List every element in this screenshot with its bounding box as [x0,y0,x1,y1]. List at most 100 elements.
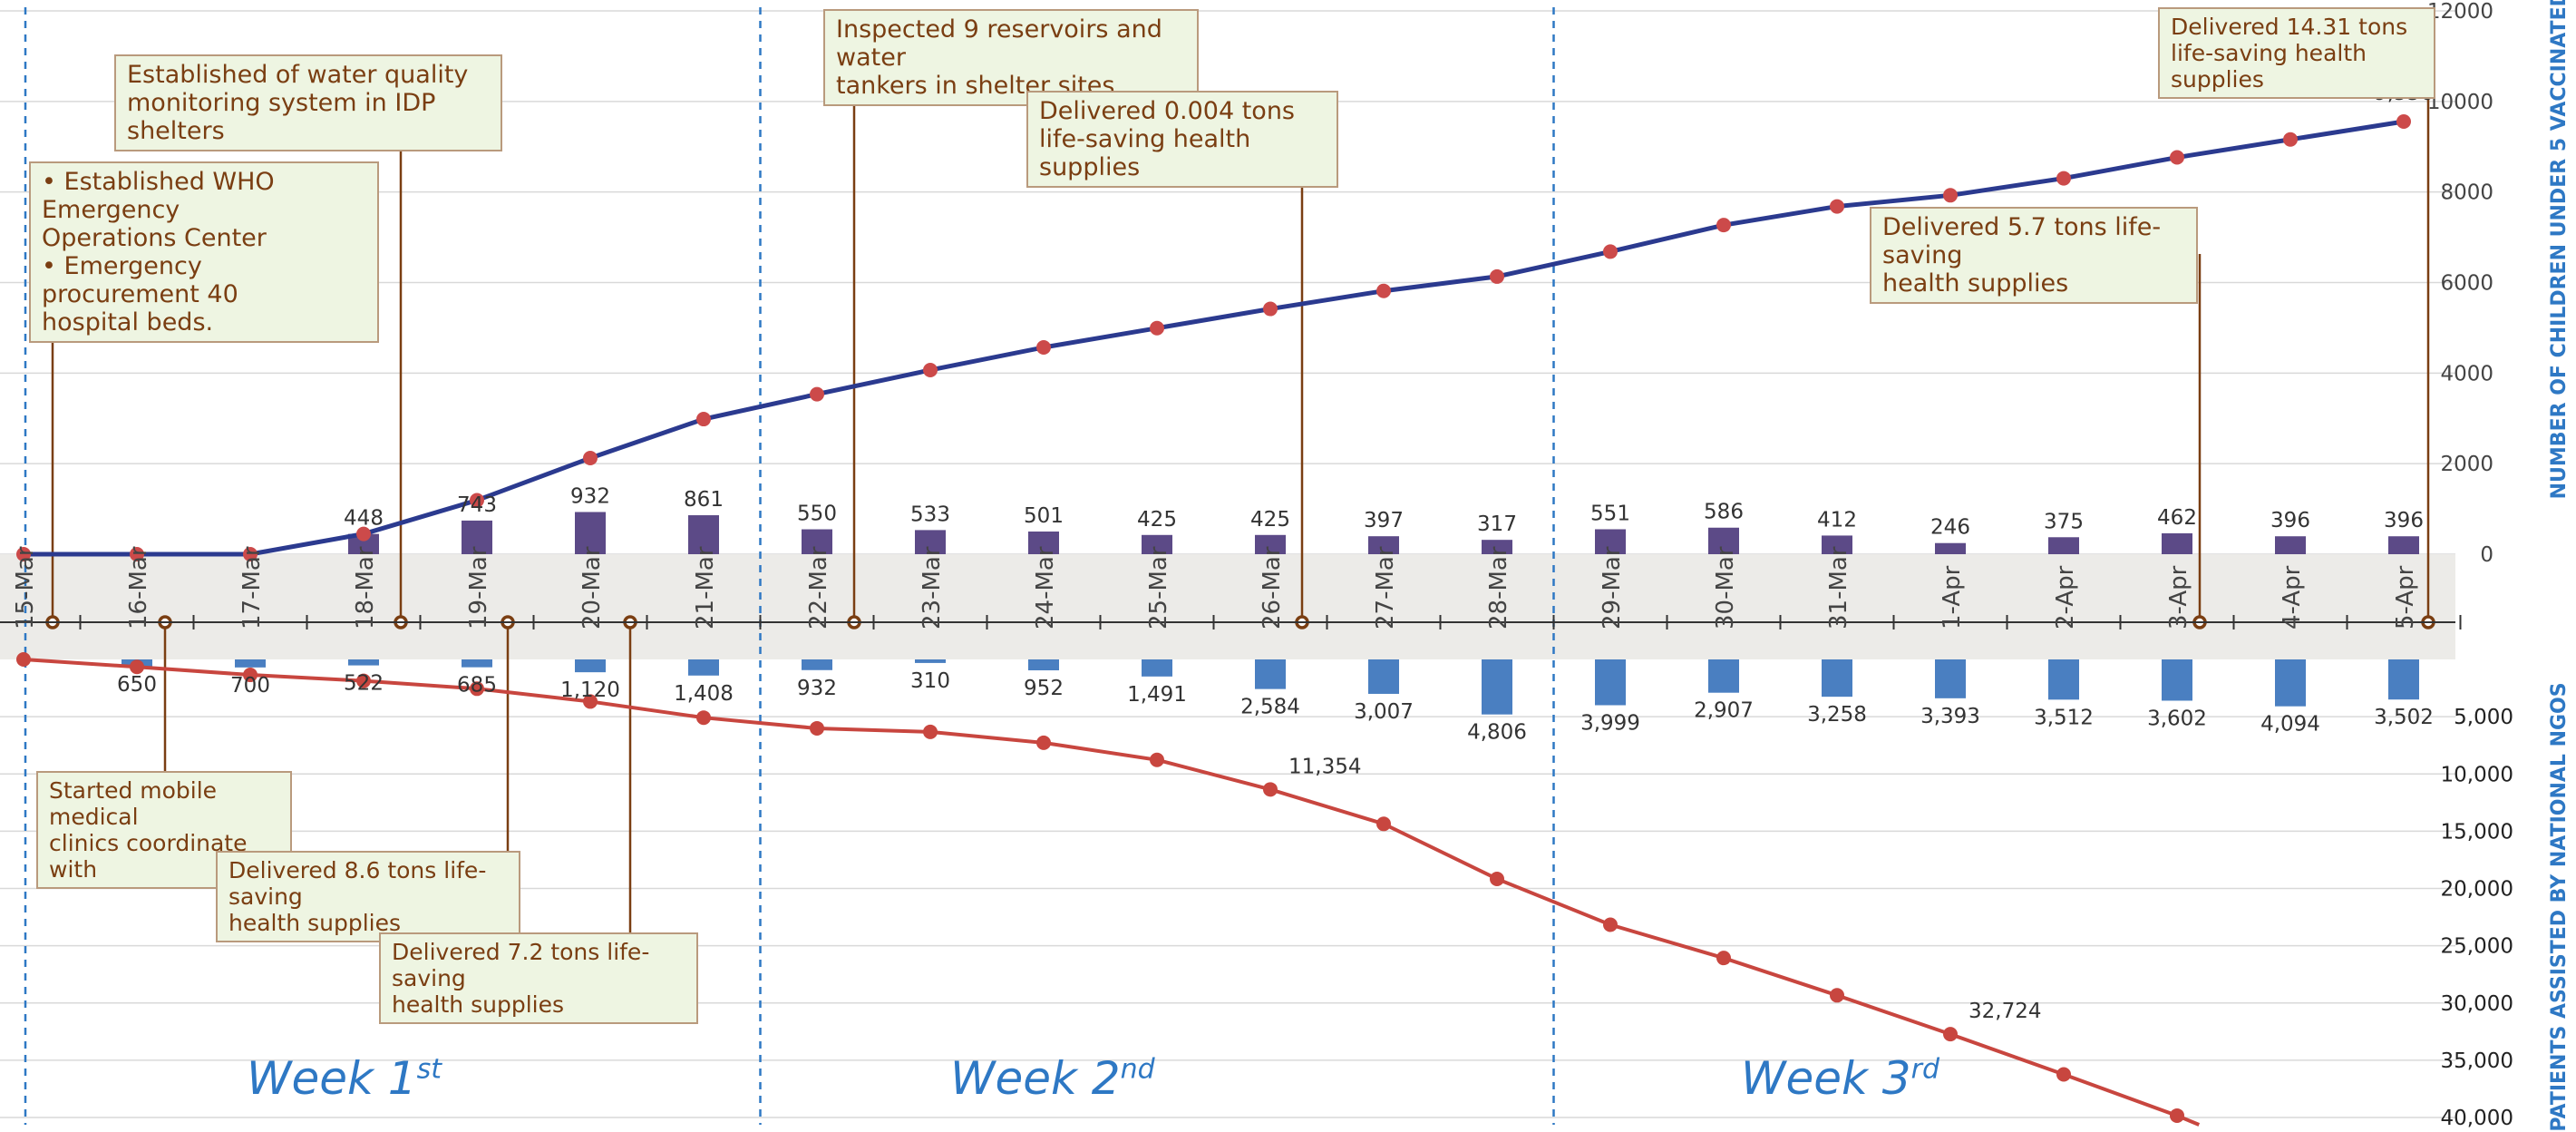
lower-bar [575,659,606,673]
upper-series-point [1263,301,1278,317]
lower-bar [1595,659,1626,706]
data-labels: 448 743 932 861 550 533 501 425 425 397 317 551 586 4… [117,82,2434,1023]
lower-bar-label: 1,408 [674,682,734,706]
x-axis-tick-label: 20-Mar [578,546,606,629]
x-axis-tick-label: 27-Mar [1372,546,1399,629]
upper-series-point [923,362,938,377]
lower-axis-tick-label: 10,000 [2441,763,2513,786]
lower-bar-label: 1,120 [560,678,620,702]
upper-bar-label: 462 [2157,506,2197,530]
lower-bar [2275,659,2306,707]
lower-bar [2162,659,2192,701]
upper-bar-label: 932 [570,484,610,508]
lower-bar-label: 4,806 [1467,721,1527,745]
upper-bar-label: 425 [1137,508,1177,532]
week-2-label: Week 2nd [950,1052,1155,1105]
x-axis-tick-label: 30-Mar [1712,546,1739,629]
x-axis-tick-label: 29-Mar [1599,546,1626,629]
lower-series-point [696,710,711,726]
lower-axis-tick-label: 40,000 [2441,1107,2513,1130]
upper-bar [2162,532,2192,554]
upper-series-point [2056,171,2071,186]
lower-bar-label: 685 [457,674,497,698]
lower-axis-tick-label: 25,000 [2441,935,2513,959]
upper-bar-label: 412 [1817,508,1857,532]
upper-bar [1028,531,1059,554]
upper-bars [348,512,2419,554]
annotation-delivered-14-31: Delivered 14.31 tons life-saving health … [2158,7,2435,99]
lower-bar-label: 3,502 [2374,706,2434,729]
lower-bar [1255,659,1286,689]
lower-bar-label: 3,602 [2147,707,2207,730]
upper-series-point [16,547,31,561]
lower-series-point [1036,735,1051,750]
upper-series-point [2396,113,2411,129]
x-axis-tick-label: 31-Mar [1825,546,1852,629]
lower-bar [2048,659,2079,700]
lower-bar-label: 2,584 [1240,696,1300,719]
upper-bar-label: 396 [2270,509,2310,532]
x-axis-tick-label: 5-Apr [2392,565,2419,629]
upper-axis-tick-label: 6000 [2440,272,2493,296]
lower-series-point [2170,1108,2184,1123]
lower-series-point [243,668,258,683]
lower-series-point [583,694,598,709]
lower-series-point [2056,1067,2071,1082]
upper-bar-label: 586 [1704,501,1744,524]
x-axis-tick-label: 15-Mar [12,546,39,629]
lower-bar [1822,659,1852,698]
x-axis-tick-label: 17-Mar [238,546,266,629]
upper-series-point [1150,320,1164,336]
annotation-delivered-5-7: Delivered 5.7 tons life-saving health su… [1870,207,2198,304]
x-axis-tick-label: 28-Mar [1485,546,1512,629]
lower-series-point [1943,1027,1958,1042]
upper-bar [915,530,946,554]
upper-series-point [2170,150,2184,165]
upper-bar [1708,527,1739,554]
x-axis-tick-label: 18-Mar [352,546,379,629]
lower-axis-tick-label: 5,000 [2454,706,2513,729]
lower-bar [1142,659,1172,677]
lower-series-point [130,659,144,675]
lower-bar-label: 4,094 [2260,713,2320,737]
lower-bar-label: 3,258 [1807,703,1867,727]
x-axis-tick-label: 4-Apr [2279,565,2306,629]
upper-axis-title: NUMBER OF CHILDREN UNDER 5 VACCINATED (P… [2548,0,2571,499]
upper-bar [1822,535,1852,554]
lower-bar [688,659,719,676]
annotation-leaders [45,68,2435,934]
upper-bar [1935,542,1966,554]
upper-bar-label: 246 [1930,516,1970,540]
lower-bar [915,659,946,663]
upper-bar [1142,534,1172,554]
y-axes: 0 2000 4000 6000 8000 10000 12000 5,000 10,000 15… [2427,0,2513,1130]
lower-series-point [356,673,371,688]
lower-axis-title: PATIENTS ASSISTED BY NATIONAL NGOS [2548,682,2571,1131]
upper-bar-label: 425 [1250,508,1290,532]
x-axis-tick-label: 26-Mar [1259,546,1286,629]
upper-axis-tick-label: 0 [2480,543,2493,567]
upper-bar [1482,540,1512,554]
lower-bar-label: 3,393 [1920,705,1980,728]
lower-series-point [1150,752,1164,767]
x-axis-tick-label: 21-Mar [692,546,719,629]
upper-bar [2048,537,2079,554]
lower-bar-label: 3,999 [1580,711,1640,735]
lower-bar-label: 700 [230,674,270,698]
upper-bar [802,529,832,554]
lower-axis-tick-label: 30,000 [2441,992,2513,1016]
upper-axis-tick-label: 2000 [2440,453,2493,476]
lower-series-point [1716,951,1731,966]
lower-series-point [1830,988,1844,1003]
x-axis-tick-label: 24-Mar [1032,546,1059,629]
upper-bar-label: 375 [2044,510,2084,533]
upper-axis-tick-label: 8000 [2440,181,2493,205]
upper-axis-tick-label: 12000 [2427,0,2493,24]
lower-bar [2388,659,2419,700]
upper-series-point [1943,188,1958,203]
upper-bar-label: 317 [1477,512,1517,536]
annotation-who-eoc: • Established WHO Emergency Operations C… [29,161,379,343]
upper-axis-tick-label: 4000 [2440,362,2493,385]
lower-bar-label: 3,512 [2034,706,2094,729]
